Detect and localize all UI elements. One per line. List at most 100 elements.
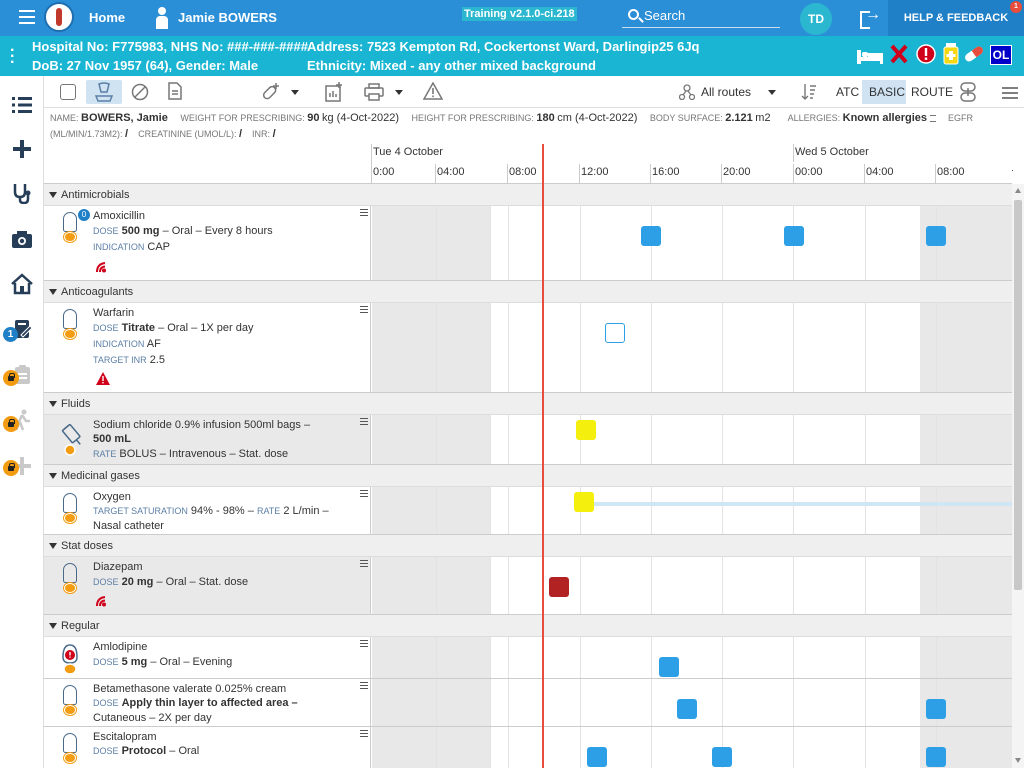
routes-icon[interactable] xyxy=(678,84,696,105)
medication-row-betamethasone[interactable]: Betamethasone valerate 0.025% cream DOSE… xyxy=(44,679,1012,727)
stat-dose-marker[interactable] xyxy=(576,420,596,440)
collapse-caret-icon[interactable] xyxy=(49,192,57,198)
scheduled-dose-marker[interactable] xyxy=(926,747,946,767)
drug-cell[interactable]: Oxygen TARGET SATURATION 94% - 98% – RAT… xyxy=(44,487,371,534)
medication-row-amlodipine[interactable]: Amlodipine DOSE 5 mg – Oral – Evening xyxy=(44,637,1012,679)
scheduled-dose-marker[interactable] xyxy=(926,699,946,719)
drug-cell[interactable]: Warfarin DOSE Titrate – Oral – 1X per da… xyxy=(44,303,371,392)
scrollbar-thumb[interactable] xyxy=(1014,200,1022,590)
drug-cell[interactable]: Escitalopram DOSE Protocol – Oral xyxy=(44,727,371,768)
row-menu-icon[interactable] xyxy=(360,640,368,648)
medication-row-oxygen[interactable]: Oxygen TARGET SATURATION 94% - 98% – RAT… xyxy=(44,487,1012,535)
add-icon[interactable] xyxy=(11,138,33,160)
collapse-caret-icon[interactable] xyxy=(49,473,57,479)
row-menu-icon[interactable] xyxy=(360,209,368,217)
collapse-caret-icon[interactable] xyxy=(49,289,57,295)
home-link[interactable]: Home xyxy=(89,10,126,25)
collapse-caret-icon[interactable] xyxy=(49,401,57,407)
stethoscope-icon[interactable] xyxy=(11,182,33,205)
bed-icon[interactable] xyxy=(856,47,884,64)
scheduled-dose-marker[interactable] xyxy=(659,657,679,677)
clinical-notes-icon[interactable] xyxy=(11,318,33,340)
collapse-caret-icon[interactable] xyxy=(49,623,57,629)
pill-icon[interactable] xyxy=(962,44,986,67)
sort-icon[interactable] xyxy=(801,83,817,106)
route-view-button[interactable]: ROUTE xyxy=(911,85,953,99)
drug-cell[interactable]: 0 Amoxicillin DOSE 500 mg – Oral – Every… xyxy=(44,206,371,280)
group-header-antimicrobials[interactable]: Antimicrobials xyxy=(44,184,1012,206)
administration-view-button[interactable] xyxy=(86,80,122,104)
drug-cell[interactable]: Sodium chloride 0.9% infusion 500ml bags… xyxy=(44,415,371,464)
patient-name[interactable]: Jamie BOWERS xyxy=(178,10,277,25)
medication-row-diazepam[interactable]: Diazepam DOSE 20 mg – Oral – Stat. dose xyxy=(44,557,1012,615)
row-menu-icon[interactable] xyxy=(360,490,368,498)
help-feedback-button[interactable]: HELP & FEEDBACK 1 xyxy=(888,0,1024,36)
medication-row-sodium-chloride[interactable]: Sodium chloride 0.9% infusion 500ml bags… xyxy=(44,415,1012,465)
controlled-drug-alert-icon[interactable] xyxy=(95,594,109,608)
print-dropdown-icon[interactable] xyxy=(395,90,403,95)
add-medication-icon[interactable] xyxy=(260,82,280,107)
medication-row-escitalopram[interactable]: Escitalopram DOSE Protocol – Oral xyxy=(44,727,1012,768)
document-edit-icon[interactable] xyxy=(60,84,76,100)
app-logo[interactable] xyxy=(44,2,74,32)
drug-cell[interactable]: Betamethasone valerate 0.025% cream DOSE… xyxy=(44,679,371,726)
row-menu-icon[interactable] xyxy=(360,560,368,568)
routes-filter-select[interactable]: All routes xyxy=(701,85,752,99)
omitted-dose-marker[interactable] xyxy=(549,577,569,597)
group-header-medicinal-gases[interactable]: Medicinal gases xyxy=(44,465,1012,487)
drug-cell[interactable]: Amlodipine DOSE 5 mg – Oral – Evening xyxy=(44,637,371,678)
house-icon[interactable] xyxy=(11,273,33,295)
unscheduled-dose-marker[interactable] xyxy=(605,323,625,343)
basic-view-button[interactable] xyxy=(862,80,906,104)
hamburger-menu-icon[interactable] xyxy=(19,10,35,24)
scheduled-dose-marker[interactable] xyxy=(641,226,661,246)
scheduled-dose-marker[interactable] xyxy=(784,226,804,246)
stat-dose-marker[interactable] xyxy=(574,492,594,512)
row-menu-icon[interactable] xyxy=(360,418,368,426)
list-icon[interactable] xyxy=(11,94,33,116)
group-header-regular[interactable]: Regular xyxy=(44,615,1012,637)
collapse-caret-icon[interactable] xyxy=(49,543,57,549)
plus-locked-icon[interactable] xyxy=(11,455,33,477)
scheduled-dose-marker[interactable] xyxy=(926,226,946,246)
user-avatar[interactable]: TD xyxy=(800,3,832,35)
row-menu-icon[interactable] xyxy=(360,306,368,314)
routes-dropdown-icon[interactable] xyxy=(768,90,776,95)
scheduled-dose-marker[interactable] xyxy=(677,699,697,719)
group-header-anticoagulants[interactable]: Anticoagulants xyxy=(44,281,1012,303)
link-chain-icon[interactable] xyxy=(959,82,977,107)
kebab-menu-icon[interactable]: · · · xyxy=(10,42,16,71)
vertical-scrollbar[interactable] xyxy=(1012,184,1024,768)
allergies-value[interactable]: Known allergies xyxy=(842,112,927,124)
drug-cell[interactable]: Diazepam DOSE 20 mg – Oral – Stat. dose xyxy=(44,557,371,614)
medication-bottle-icon[interactable] xyxy=(943,43,959,68)
search-input[interactable]: Search xyxy=(622,6,780,28)
medication-row-amoxicillin[interactable]: 0 Amoxicillin DOSE 500 mg – Oral – Every… xyxy=(44,206,1012,281)
medication-row-warfarin[interactable]: Warfarin DOSE Titrate – Oral – 1X per da… xyxy=(44,303,1012,393)
more-menu-icon[interactable] xyxy=(1002,86,1018,104)
no-resuscitation-icon[interactable] xyxy=(890,44,908,67)
activity-icon[interactable] xyxy=(11,409,33,431)
scroll-down-arrow[interactable] xyxy=(1015,758,1021,763)
camera-icon[interactable] xyxy=(11,228,33,250)
chart-add-icon[interactable] xyxy=(325,82,343,107)
document-icon[interactable] xyxy=(168,82,182,105)
no-entry-pill-icon[interactable] xyxy=(131,83,149,106)
logout-icon[interactable] xyxy=(860,6,881,29)
print-icon[interactable] xyxy=(364,83,384,106)
scroll-up-arrow[interactable] xyxy=(1015,188,1021,193)
group-header-stat-doses[interactable]: Stat doses xyxy=(44,535,1012,557)
antimicrobial-alert-icon[interactable] xyxy=(95,260,109,274)
scheduled-dose-marker[interactable] xyxy=(712,747,732,767)
row-menu-icon[interactable] xyxy=(360,682,368,690)
ol-badge[interactable]: OL xyxy=(990,45,1012,65)
warning-triangle-icon[interactable] xyxy=(422,81,444,105)
atc-view-button[interactable]: ATC xyxy=(836,85,860,99)
allergies-menu-icon[interactable] xyxy=(929,115,936,123)
warning-triangle-icon[interactable] xyxy=(96,372,110,386)
group-header-fluids[interactable]: Fluids xyxy=(44,393,1012,415)
continuous-infusion-bar[interactable] xyxy=(584,502,1012,506)
scheduled-dose-marker[interactable] xyxy=(587,747,607,767)
row-menu-icon[interactable] xyxy=(360,730,368,738)
alert-icon[interactable] xyxy=(916,44,936,67)
